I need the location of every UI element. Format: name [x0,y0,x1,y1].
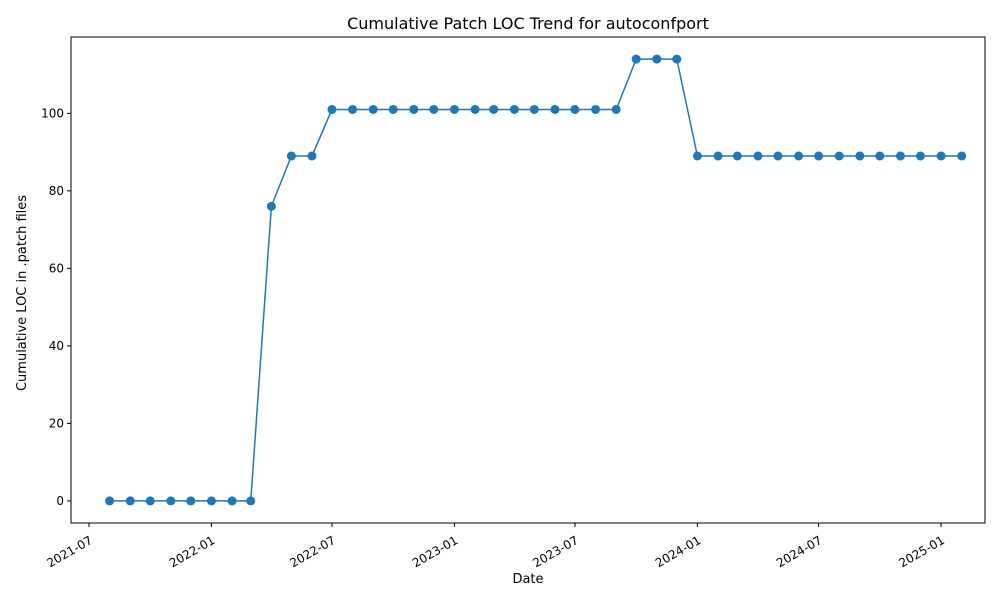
data-points [105,54,967,506]
series-line [109,58,962,502]
chart-title: Cumulative Patch LOC Trend for autoconfp… [347,14,709,33]
data-point [794,151,804,161]
x-axis: 2021-07 2022-01 2022-07 2023-01 2023-07 2024-… [44,523,947,570]
data-point [895,151,905,161]
data-point [489,104,499,114]
y-tick-label: 100 [41,106,64,120]
data-point [266,201,276,211]
data-point [145,496,155,506]
data-point [429,104,439,114]
y-tick-label: 0 [56,494,64,508]
data-point [915,151,925,161]
data-point [570,104,580,114]
y-tick-label: 80 [49,184,64,198]
data-point [672,54,682,64]
data-point [348,104,358,114]
data-point [105,496,115,506]
y-tick-label: 60 [49,261,64,275]
y-axis: 0 20 40 60 80 100 [41,106,71,508]
plot-frame [70,36,986,524]
data-point [186,496,196,506]
x-tick-label: 2025-01 [897,533,947,570]
data-point [652,54,662,64]
y-tick-label: 40 [49,339,64,353]
x-tick-label: 2021-07 [44,533,94,570]
x-tick-label: 2024-01 [653,533,703,570]
data-point [855,151,865,161]
data-point [732,151,742,161]
data-point [509,104,519,114]
data-point [368,104,378,114]
data-point [957,151,967,161]
data-point [814,151,824,161]
data-point [206,496,216,506]
data-point [631,54,641,64]
x-axis-label: Date [512,572,543,587]
data-point [692,151,702,161]
data-point [611,104,621,114]
data-point [449,104,459,114]
data-point [286,151,296,161]
x-tick-label: 2023-07 [530,533,580,570]
data-point [713,151,723,161]
data-point [936,151,946,161]
data-point [834,151,844,161]
x-tick-label: 2023-01 [410,533,460,570]
data-point [470,104,480,114]
data-point [529,104,539,114]
data-point [550,104,560,114]
data-point [388,104,398,114]
data-point [409,104,419,114]
data-point [327,104,337,114]
data-point [246,496,256,506]
data-point [773,151,783,161]
data-point [307,151,317,161]
data-point [875,151,885,161]
data-point [125,496,135,506]
data-point [753,151,763,161]
plot-area [70,36,986,524]
y-tick-label: 20 [49,416,64,430]
data-point [166,496,176,506]
x-tick-label: 2022-01 [167,533,217,570]
x-tick-label: 2024-07 [774,533,824,570]
x-tick-label: 2022-07 [287,533,337,570]
y-axis-label: Cumulative LOC in .patch files [15,195,30,391]
data-point [227,496,237,506]
data-point [591,104,601,114]
